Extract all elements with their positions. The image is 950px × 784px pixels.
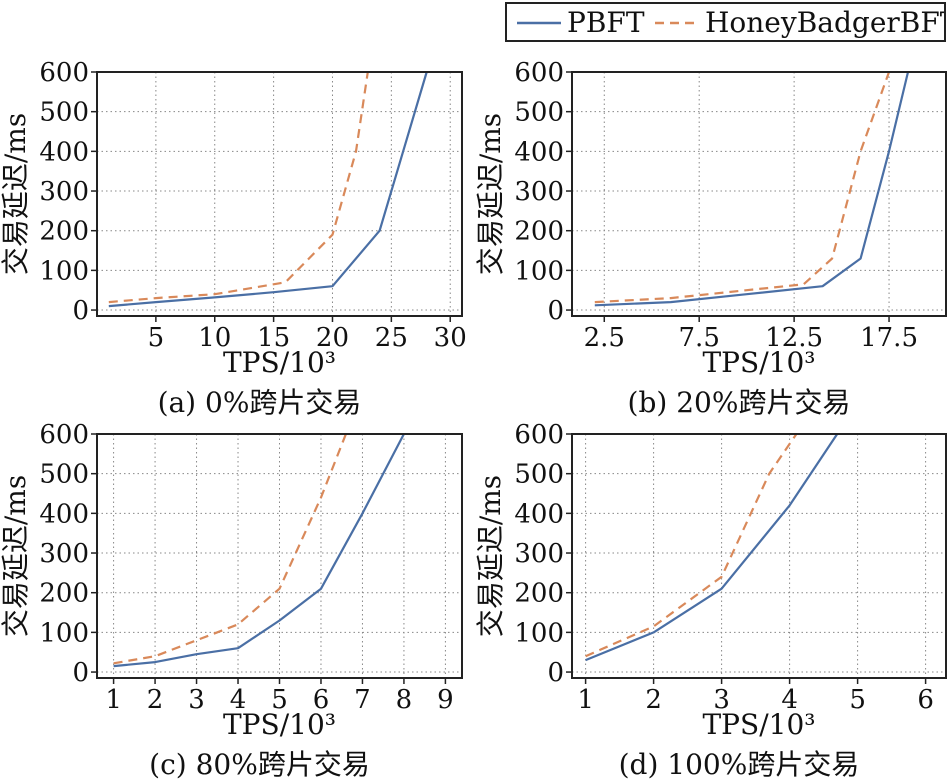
chart-4-ytick-label-3: 300 bbox=[514, 539, 564, 569]
legend-svg: PBFT HoneyBadgerBFT bbox=[517, 6, 950, 39]
chart-3-ytick-label-3: 300 bbox=[39, 539, 89, 569]
chart-3-xtick-label-2: 3 bbox=[188, 685, 205, 715]
chart-2-series-honeybadger-line bbox=[594, 71, 891, 304]
chart-1-series-honeybadger-line bbox=[108, 71, 369, 304]
chart-4-ytick-label-0: 0 bbox=[547, 658, 564, 688]
chart-2-xlabel: TPS/10³ bbox=[703, 346, 816, 379]
chart-2-caption: (b) 20%跨片交易 bbox=[628, 386, 851, 419]
chart-4-xlabel: TPS/10³ bbox=[703, 708, 816, 741]
chart-1-xtick-label-0: 5 bbox=[148, 323, 165, 353]
chart-4-xtick-label-4: 5 bbox=[849, 685, 866, 715]
chart-3-ylabel: 交易延迟/ms bbox=[0, 475, 32, 637]
chart-3-ytick-label-2: 200 bbox=[39, 579, 89, 609]
chart-2-xtick-label-1: 7.5 bbox=[679, 323, 720, 353]
legend: PBFT HoneyBadgerBFT bbox=[505, 2, 950, 42]
chart-2-ytick-label-4: 400 bbox=[514, 137, 564, 167]
chart-2-ytick-label-5: 500 bbox=[514, 98, 564, 128]
chart-3-series-pbft-line bbox=[113, 433, 405, 668]
chart-4-series-pbft-line bbox=[585, 433, 839, 662]
chart-1-plot-frame bbox=[96, 71, 463, 317]
chart-1-xtick-label-2: 15 bbox=[257, 323, 290, 353]
chart-3-xtick-label-4: 5 bbox=[271, 685, 288, 715]
chart-1-xtick-label-1: 10 bbox=[198, 323, 231, 353]
chart-2-xtick-label-0: 2.5 bbox=[584, 323, 625, 353]
chart-1-xlabel: TPS/10³ bbox=[223, 346, 336, 379]
chart-1-xtick-label-4: 25 bbox=[375, 323, 408, 353]
chart-4-xtick-label-3: 4 bbox=[781, 685, 798, 715]
chart-3-ytick-label-0: 0 bbox=[72, 658, 89, 688]
chart-2-ylabel: 交易延迟/ms bbox=[474, 113, 507, 275]
chart-2-ytick-label-1: 100 bbox=[514, 256, 564, 286]
chart-4-ytick-label-1: 100 bbox=[514, 618, 564, 648]
chart-2-ytick-label-6: 600 bbox=[514, 58, 564, 88]
chart-1-caption: (a) 0%跨片交易 bbox=[158, 386, 362, 419]
chart-2-ytick-label-0: 0 bbox=[547, 296, 564, 326]
chart-1-ytick-label-1: 100 bbox=[39, 256, 89, 286]
chart-1-xtick-label-3: 20 bbox=[316, 323, 349, 353]
chart-3-ytick-label-6: 600 bbox=[39, 420, 89, 450]
chart-4-ytick-label-2: 200 bbox=[514, 579, 564, 609]
legend-label-honeybadger: HoneyBadgerBFT bbox=[705, 6, 944, 39]
chart-3-ytick-label-1: 100 bbox=[39, 618, 89, 648]
chart-4-ytick-label-5: 500 bbox=[514, 460, 564, 490]
chart-3-xtick-label-5: 6 bbox=[313, 685, 330, 715]
chart-3-xtick-label-8: 9 bbox=[437, 685, 454, 715]
legend-label-pbft: PBFT bbox=[567, 6, 645, 39]
chart-3-xtick-label-7: 8 bbox=[396, 685, 413, 715]
chart-4-xtick-label-2: 3 bbox=[713, 685, 730, 715]
chart-2-plot-frame bbox=[571, 71, 947, 317]
chart-1-xtick-label-5: 30 bbox=[434, 323, 467, 353]
chart-2-ytick-label-2: 200 bbox=[514, 217, 564, 247]
chart-3-xtick-label-1: 2 bbox=[147, 685, 164, 715]
chart-4-ytick-label-6: 600 bbox=[514, 420, 564, 450]
chart-2-xtick-label-2: 12.5 bbox=[765, 323, 823, 353]
chart-4-xtick-label-5: 6 bbox=[917, 685, 934, 715]
chart-4-xtick-label-1: 2 bbox=[645, 685, 662, 715]
chart-1-ytick-label-6: 600 bbox=[39, 58, 89, 88]
chart-1-ytick-label-4: 400 bbox=[39, 137, 89, 167]
chart-3-xlabel: TPS/10³ bbox=[223, 708, 336, 741]
chart-1-ytick-label-0: 0 bbox=[72, 296, 89, 326]
chart-2-ytick-label-3: 300 bbox=[514, 177, 564, 207]
chart-1-ytick-label-3: 300 bbox=[39, 177, 89, 207]
chart-3-ytick-label-5: 500 bbox=[39, 460, 89, 490]
chart-1-ytick-label-5: 500 bbox=[39, 98, 89, 128]
chart-4-xtick-label-0: 1 bbox=[577, 685, 594, 715]
chart-3-xtick-label-0: 1 bbox=[105, 685, 122, 715]
chart-3-ytick-label-4: 400 bbox=[39, 499, 89, 529]
chart-3-xtick-label-3: 4 bbox=[230, 685, 247, 715]
chart-4-series-honeybadger-line bbox=[585, 433, 798, 658]
chart-2-series-pbft-line bbox=[594, 71, 910, 307]
chart-1-ylabel: 交易延迟/ms bbox=[0, 113, 32, 275]
chart-3-series-honeybadger-line bbox=[113, 433, 347, 665]
chart-3-caption: (c) 80%跨片交易 bbox=[149, 748, 370, 781]
chart-4-plot-frame bbox=[571, 433, 947, 679]
chart-2-xtick-label-3: 17.5 bbox=[860, 323, 918, 353]
chart-4-ytick-label-4: 400 bbox=[514, 499, 564, 529]
chart-3-xtick-label-6: 7 bbox=[354, 685, 371, 715]
chart-4-caption: (d) 100%跨片交易 bbox=[619, 748, 860, 781]
chart-1-ytick-label-2: 200 bbox=[39, 217, 89, 247]
chart-1-series-pbft-line bbox=[108, 71, 428, 308]
chart-4-ylabel: 交易延迟/ms bbox=[474, 475, 507, 637]
